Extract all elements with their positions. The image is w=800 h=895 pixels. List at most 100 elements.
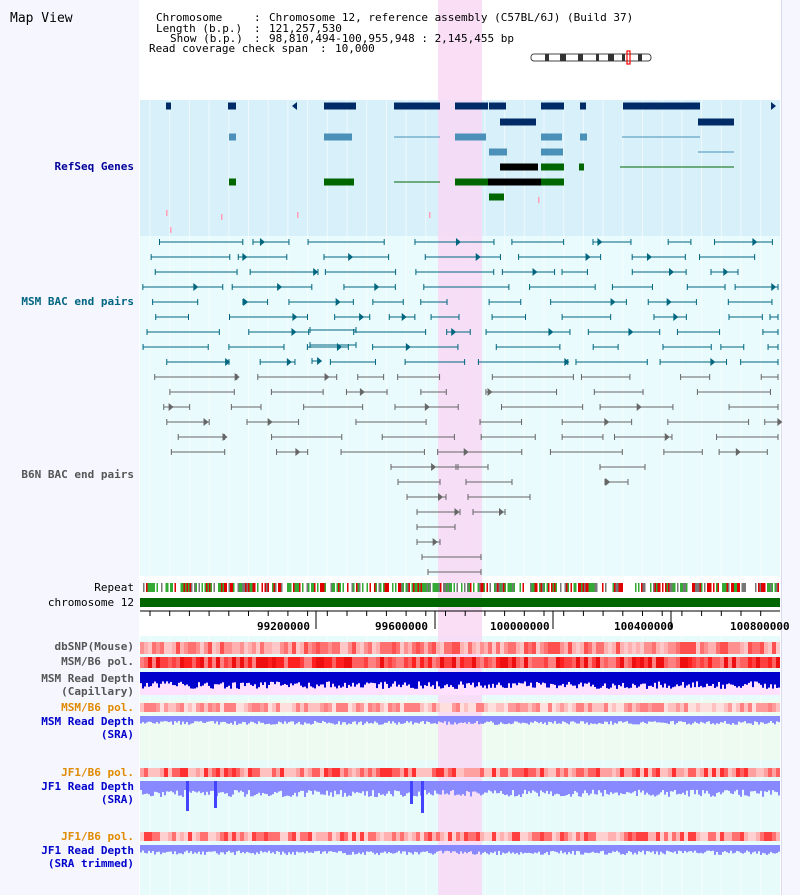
depth-bar [244,781,246,797]
depth-bar [176,845,178,855]
depth-bar [682,672,684,682]
depth-bar [778,672,780,688]
heat-cell [712,832,716,841]
heat-cell [364,657,368,668]
depth-bar [536,845,538,854]
repeat-mark [657,583,659,592]
track-label-b6n-bac[interactable]: B6N BAC end pairs [21,468,134,481]
depth-bar [684,716,686,723]
heat-cell [200,768,204,777]
bac-arrow [673,313,679,321]
heat-cell [684,657,688,668]
heat-cell [600,642,604,654]
heat-cell [252,657,256,668]
heat-cell [644,642,648,654]
bac-arrow [335,298,341,306]
depth-bar [208,781,210,795]
heat-cell [548,832,552,841]
depth-bar [314,672,316,689]
depth-bar [296,845,298,852]
heat-cell [692,642,696,654]
depth-bar [764,781,766,792]
heat-cell [388,768,392,777]
depth-bar [560,781,562,797]
heat-cell [764,703,768,712]
bac-arrow [628,328,634,336]
heat-cell [376,657,380,668]
heat-cell [680,768,684,777]
heat-cell [388,832,392,841]
track-label-msm-bac[interactable]: MSM BAC end pairs [21,295,134,308]
depth-bar [742,845,744,854]
depth-bar [258,672,260,688]
heat-cell [304,657,308,668]
depth-bar [654,672,656,683]
depth-bar [494,672,496,688]
heat-cell [672,642,676,654]
repeat-mark [294,583,296,592]
depth-bar [188,845,190,853]
depth-bar [432,781,434,796]
heat-cell [540,657,544,668]
depth-bar [370,845,372,852]
heat-cell [284,832,288,841]
depth-bar [172,845,174,855]
depth-bar [766,672,768,689]
bac-arrow [636,403,642,411]
depth-bar [590,781,592,794]
repeat-mark [267,583,269,592]
depth-bar [202,672,204,686]
depth-bar [634,781,636,791]
heat-cell [748,832,752,841]
depth-bar [570,716,572,722]
heat-cell [720,657,724,668]
depth-bar [444,845,446,852]
heat-cell [436,703,440,712]
heat-cell [716,703,720,712]
depth-bar [632,781,634,793]
depth-bar [446,781,448,794]
repeat-mark [278,583,280,592]
track-label-refseq[interactable]: RefSeq Genes [54,160,134,173]
heat-cell [616,703,620,712]
heat-cell [452,832,456,841]
gene-exon [541,102,564,110]
repeat-mark [677,583,679,592]
depth-bar [158,716,160,724]
depth-bar [540,672,542,685]
heat-cell [584,768,588,777]
depth-bar [768,845,770,854]
depth-bar [448,716,450,722]
repeat-mark [641,583,643,592]
depth-bar [400,672,402,688]
depth-bar [184,845,186,852]
heat-cell [272,832,276,841]
heat-cell [284,657,288,668]
heat-cell [340,832,344,841]
heat-cell [152,768,156,777]
bac-arrow [401,313,407,321]
heat-cell [516,832,520,841]
heat-cell [716,832,720,841]
heat-cell [224,642,228,654]
depth-bar [602,845,604,851]
repeat-mark [582,583,584,592]
repeat-mark [593,583,595,592]
heat-cell [472,832,476,841]
depth-bar [604,845,606,855]
depth-bar [480,672,482,686]
depth-bar [302,716,304,725]
heat-cell [260,642,264,654]
depth-bar [494,716,496,725]
depth-bar [608,672,610,689]
bac-arrow [374,283,380,291]
heat-cell [536,832,540,841]
depth-bar [252,845,254,853]
heat-cell [308,832,312,841]
depth-bar [326,845,328,854]
heat-cell [472,703,476,712]
heat-cell [696,657,700,668]
heat-cell [624,642,628,654]
depth-bar [416,781,418,797]
